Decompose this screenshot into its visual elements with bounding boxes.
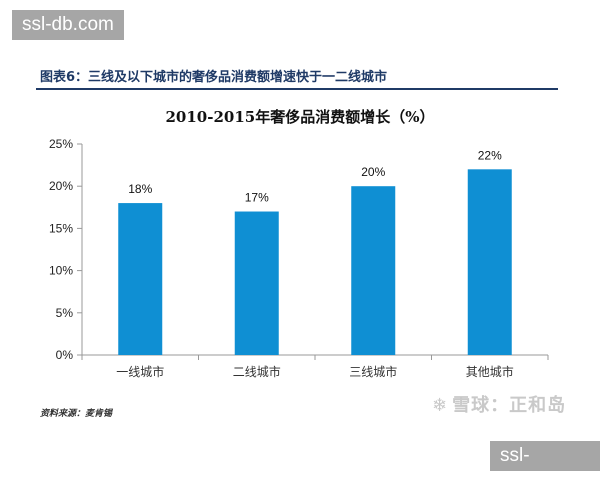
- caption-divider: [36, 88, 558, 90]
- y-tick-label: 25%: [49, 137, 73, 151]
- y-tick-label: 10%: [49, 264, 73, 278]
- xueqiu-watermark: ❄ 雪球：正和岛: [432, 391, 566, 417]
- y-tick-label: 5%: [56, 306, 74, 320]
- x-category-label: 二线城市: [233, 364, 281, 379]
- x-category-label: 其他城市: [466, 364, 514, 379]
- x-category-label: 三线城市: [349, 364, 397, 379]
- bar: [118, 203, 163, 355]
- data-label: 20%: [361, 165, 385, 179]
- chart-bars: [118, 169, 512, 355]
- data-label: 17%: [245, 191, 269, 205]
- bar: [351, 186, 396, 355]
- source-note: 资料来源：麦肯锡: [40, 409, 113, 419]
- chart-title: 2010-2015年奢侈品消费额增长（%）: [166, 108, 435, 126]
- watermark-top: ssl-db.com: [12, 10, 124, 40]
- figure-caption: 图表6：三线及以下城市的奢侈品消费额增速快于一二线城市: [40, 70, 388, 85]
- data-label: 18%: [128, 182, 152, 196]
- x-category-label: 一线城市: [116, 364, 164, 379]
- snowball-logo-icon: ❄: [432, 395, 449, 416]
- y-tick-label: 15%: [49, 221, 73, 235]
- bar-chart: 2010-2015年奢侈品消费额增长（%） 0% 5% 10% 15% 20% 25% 18…: [49, 108, 549, 379]
- y-tick-label: 0%: [56, 348, 74, 362]
- bar: [467, 169, 512, 355]
- chart-labels: 0% 5% 10% 15% 20% 25% 18% 一线城市 17% 二线城市 20% 三线城市 22%…: [49, 137, 514, 379]
- data-label: 22%: [478, 148, 502, 162]
- brand-text: 雪球：正和岛: [452, 395, 567, 416]
- y-tick-label: 20%: [49, 179, 73, 193]
- bar: [234, 211, 279, 355]
